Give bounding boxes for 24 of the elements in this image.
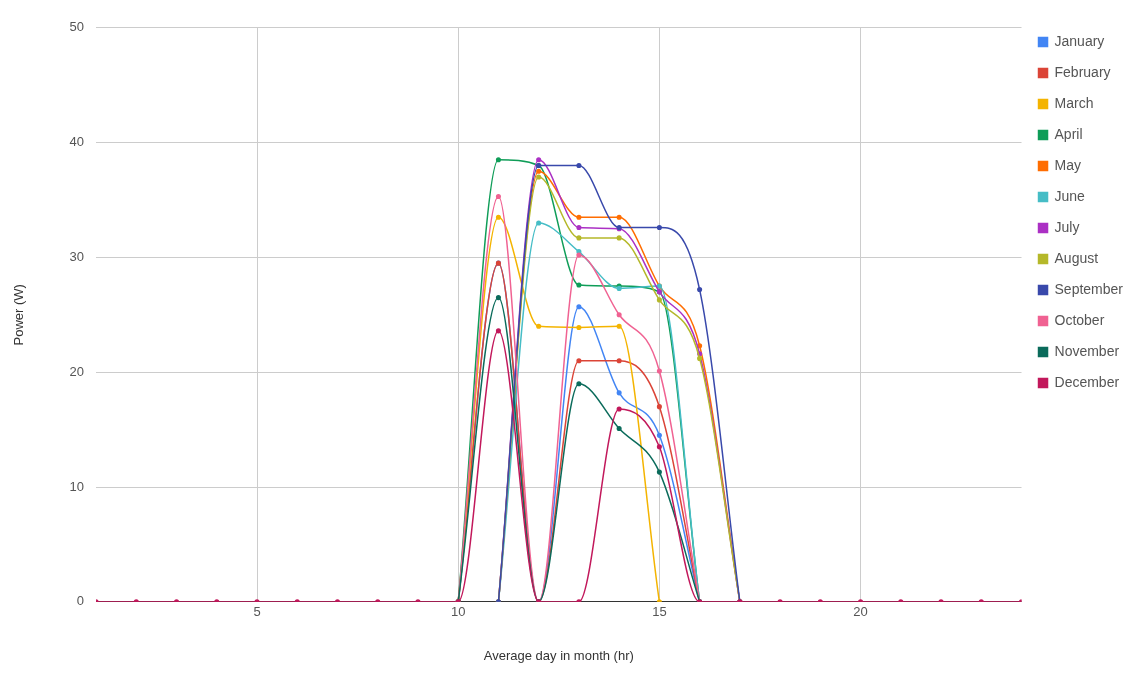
- legend-label: January: [1054, 32, 1105, 49]
- legend-label: April: [1054, 125, 1083, 142]
- legend-label: July: [1054, 218, 1080, 235]
- legend-label: February: [1054, 63, 1111, 80]
- legend-label: May: [1054, 156, 1081, 173]
- y-tick-label: 0: [76, 593, 85, 609]
- legend-label: November: [1054, 342, 1120, 359]
- x-tick-label: 10: [450, 604, 466, 620]
- x-tick-label: 5: [253, 604, 261, 620]
- x-axis-title: Average day in month (hr): [483, 647, 634, 663]
- legend-label: June: [1054, 187, 1086, 204]
- y-tick-label: 10: [69, 478, 85, 494]
- y-tick-label: 20: [69, 363, 85, 379]
- legend-label: December: [1054, 373, 1120, 390]
- legend-label: March: [1054, 94, 1094, 111]
- legend-label: September: [1054, 280, 1124, 297]
- x-tick-label: 20: [853, 604, 868, 620]
- legend-label: August: [1054, 249, 1099, 266]
- y-tick-label: 50: [69, 19, 85, 35]
- y-tick-label: 30: [69, 248, 85, 264]
- legend-label: October: [1054, 311, 1105, 328]
- y-tick-label: 40: [69, 134, 85, 150]
- x-tick-label: 15: [652, 604, 667, 620]
- y-axis-title: Power (W): [11, 284, 27, 346]
